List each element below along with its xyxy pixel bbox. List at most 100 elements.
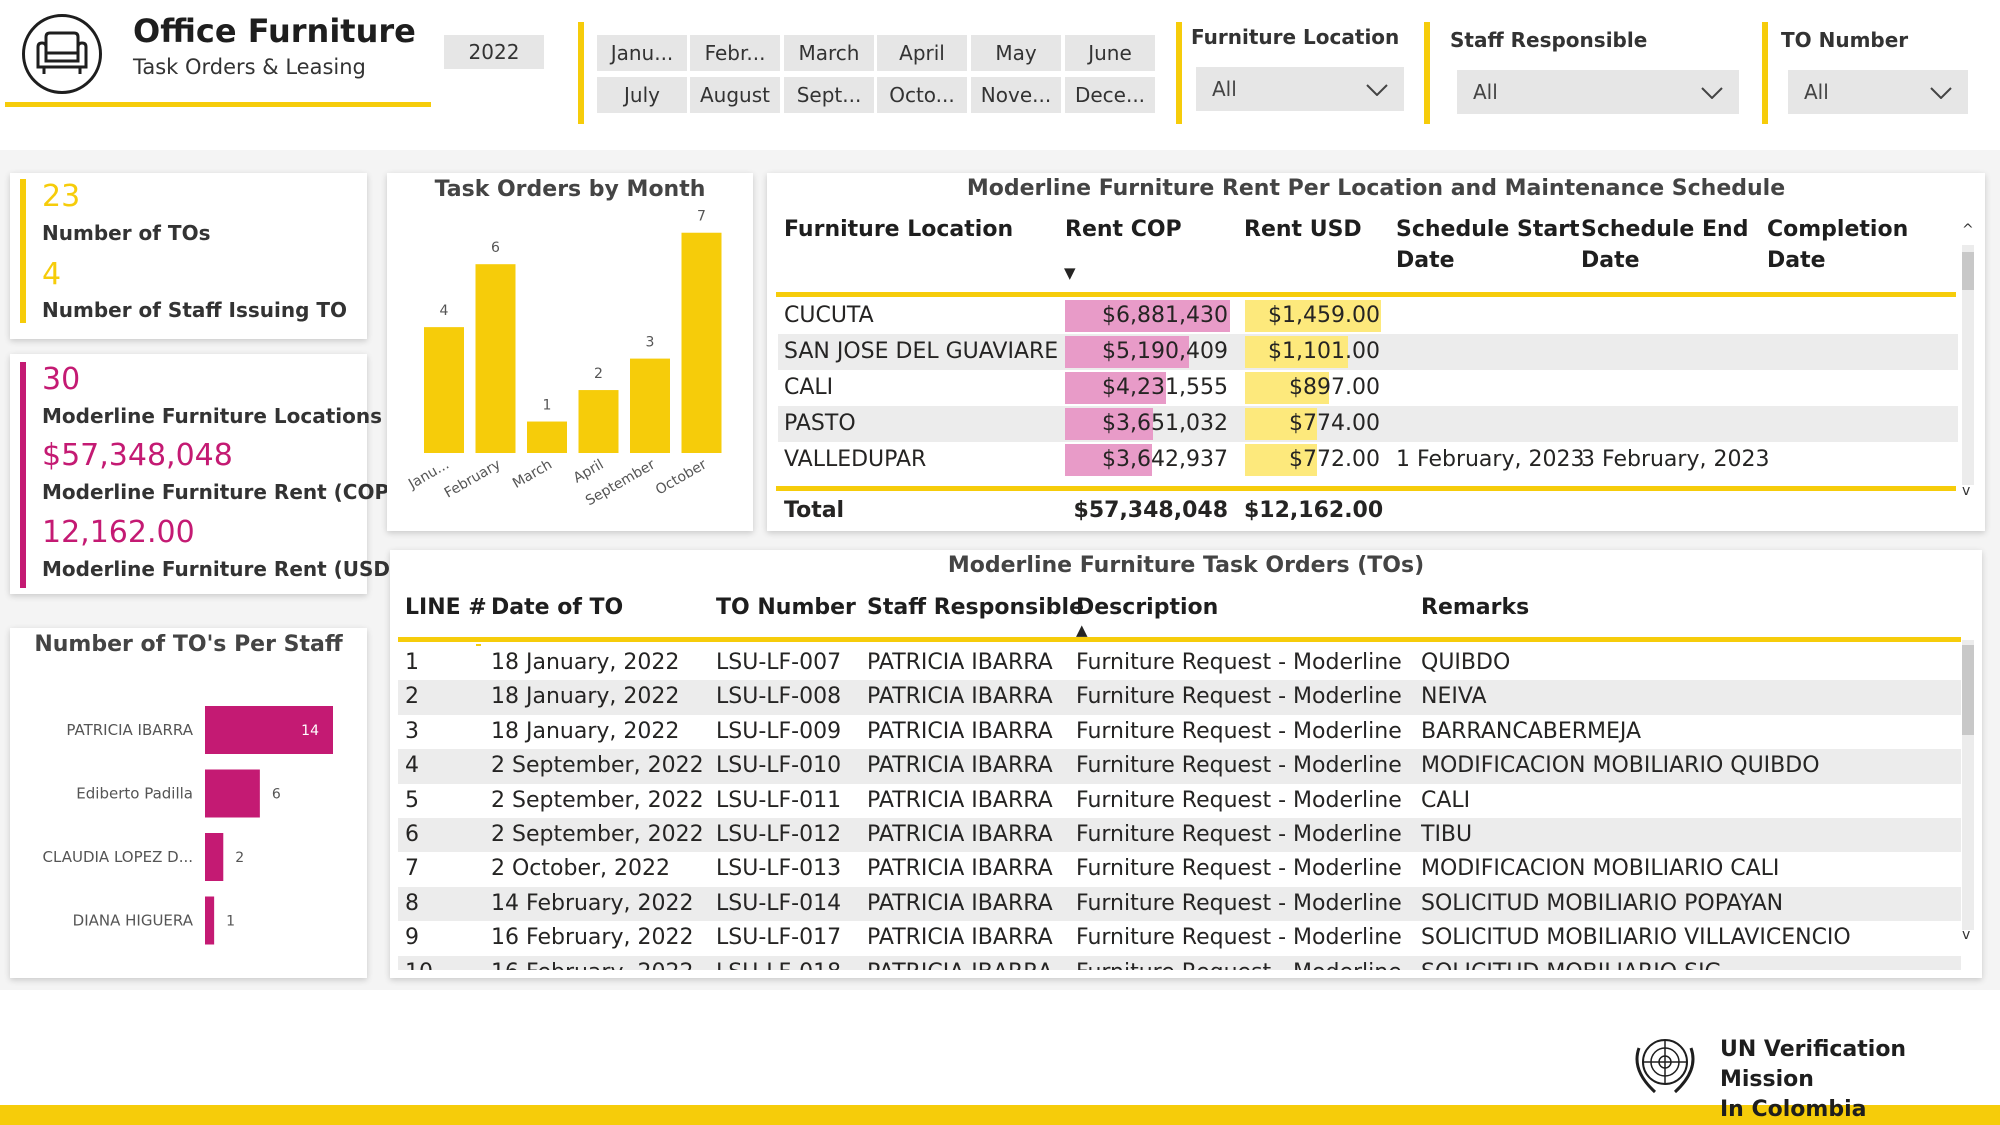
col-header-location[interactable]: Furniture Location	[784, 217, 1014, 242]
scroll-down-icon[interactable]: v	[1962, 483, 1971, 499]
data-label: 7	[697, 209, 706, 225]
table-row[interactable]	[398, 886, 1961, 922]
month-button[interactable]: June	[1065, 35, 1155, 71]
cell-schedule-start: 1 February, 2023	[1396, 447, 1585, 472]
rent-cop-bar	[1065, 300, 1230, 332]
kpi-accent-bar	[20, 362, 26, 588]
cell-staff: PATRICIA IBARRA	[867, 925, 1053, 951]
scroll-down-icon[interactable]: v	[1962, 927, 1971, 943]
bar[interactable]	[578, 390, 619, 453]
table-row[interactable]	[778, 442, 1958, 478]
kpi-num-tos-value: 23	[42, 179, 81, 214]
cell-remarks: CALI	[1421, 787, 1471, 813]
table-row[interactable]	[398, 852, 1961, 887]
rent-cop-bar	[1065, 372, 1166, 404]
table-row[interactable]	[778, 406, 1958, 442]
table-row[interactable]	[398, 714, 1961, 750]
table-row[interactable]	[398, 818, 1961, 853]
month-button[interactable]: Sept...	[784, 77, 874, 113]
cell-description: Furniture Request - Moderline	[1076, 684, 1402, 710]
month-button[interactable]: April	[877, 35, 967, 71]
table-row[interactable]	[778, 370, 1958, 406]
kpi-card-tos: 23 Number of TOs 4 Number of Staff Issui…	[10, 173, 367, 339]
bar[interactable]	[205, 769, 260, 818]
cell-description: Furniture Request - Moderline	[1076, 650, 1402, 675]
chart-title: Task Orders by Month	[434, 177, 706, 202]
bar[interactable]	[630, 358, 670, 453]
bar[interactable]	[424, 327, 464, 453]
bar[interactable]	[205, 833, 224, 881]
table-row[interactable]	[398, 783, 1961, 818]
cell-rent-usd: $897.00	[1289, 375, 1380, 400]
cell-staff: PATRICIA IBARRA	[867, 787, 1053, 813]
cell-description: Furniture Request - Moderline	[1076, 925, 1402, 951]
org-name-line1: UN Verification Mission	[1720, 1037, 1907, 1092]
col-header-description[interactable]: Description	[1076, 595, 1219, 620]
org-name: UN Verification Mission In Colombia	[1720, 1035, 2000, 1125]
header-divider	[776, 292, 1956, 297]
cell-rent-usd: $772.00	[1289, 447, 1380, 472]
month-button[interactable]: May	[971, 35, 1061, 71]
month-button[interactable]: Nove...	[971, 77, 1061, 113]
kpi-rent-usd-label: Moderline Furniture Rent (USD)	[42, 557, 400, 581]
cell-date: 18 January, 2022	[491, 684, 680, 710]
table-row[interactable]	[398, 646, 1961, 681]
table-row[interactable]	[398, 921, 1961, 956]
x-tick-label: February	[442, 457, 504, 502]
scroll-up-icon[interactable]: ^	[1962, 222, 1974, 238]
cell-description: Furniture Request - Moderline	[1076, 890, 1402, 916]
table-row[interactable]	[778, 334, 1958, 370]
col-header-date[interactable]: Date of TO	[491, 595, 624, 620]
sort-desc-icon: ▼	[1064, 264, 1076, 282]
bar[interactable]	[681, 232, 722, 453]
rent-usd-bar	[1245, 336, 1348, 368]
location-dropdown[interactable]: All	[1196, 67, 1404, 111]
year-button[interactable]: 2022	[444, 35, 544, 69]
col-header-schedule-start[interactable]: Schedule Start Date	[1396, 214, 1580, 276]
cell-location: CALI	[784, 375, 834, 400]
bar[interactable]	[205, 896, 215, 945]
rent-usd-bar	[1245, 444, 1317, 476]
cell-to-number: LSU-LF-018	[716, 956, 841, 970]
table-row[interactable]	[398, 955, 1961, 970]
table-row[interactable]	[398, 749, 1961, 784]
rent-table-scrollbar[interactable]	[1962, 245, 1974, 485]
location-filter-divider	[1176, 22, 1182, 124]
col-header-schedule-end[interactable]: Schedule End Date	[1581, 214, 1748, 276]
kpi-num-staff-value: 4	[42, 257, 62, 292]
month-button[interactable]: Febr...	[690, 35, 780, 71]
cell-description: Furniture Request - Moderline	[1076, 956, 1402, 970]
data-label: 4	[440, 303, 449, 319]
total-usd: $12,162.00	[1244, 498, 1384, 523]
bar[interactable]	[527, 421, 567, 453]
table-row[interactable]	[398, 680, 1961, 715]
month-button[interactable]: August	[690, 77, 780, 113]
col-header-rent-usd[interactable]: Rent USD	[1244, 217, 1362, 242]
cell-staff: PATRICIA IBARRA	[867, 822, 1053, 847]
col-header-completion[interactable]: Completion Date	[1767, 214, 1908, 276]
month-button[interactable]: July	[597, 77, 687, 113]
col-header-rent-cop[interactable]: Rent COP	[1065, 217, 1182, 242]
to-number-dropdown[interactable]: All	[1788, 70, 1968, 114]
task-orders-by-month-card: Task Orders by Month 4 Janu... 6 February 1 M…	[387, 173, 753, 531]
kpi-card-rent: 30 Moderline Furniture Locations $57,348…	[10, 354, 399, 594]
month-button[interactable]: Janu...	[597, 35, 687, 71]
header-line: Schedule End	[1581, 217, 1749, 242]
to-table-scroll-thumb[interactable]	[1962, 645, 1974, 735]
footer-accent-bar	[0, 1105, 2000, 1125]
month-button[interactable]: Octo...	[877, 77, 967, 113]
cell-location: CUCUTA	[784, 303, 874, 328]
staff-filter-label: Staff Responsible	[1450, 28, 1648, 52]
staff-dropdown[interactable]: All	[1457, 70, 1739, 114]
col-header-staff[interactable]: Staff Responsible	[867, 595, 1085, 620]
rent-usd-bar	[1245, 372, 1329, 404]
col-header-line[interactable]: LINE #	[405, 595, 487, 620]
bar[interactable]	[475, 264, 516, 453]
bar[interactable]	[205, 706, 333, 754]
rent-table-scroll-thumb[interactable]	[1962, 252, 1974, 290]
col-header-to-number[interactable]: TO Number	[716, 595, 856, 620]
col-header-remarks[interactable]: Remarks	[1421, 595, 1530, 620]
month-button[interactable]: March	[784, 35, 874, 71]
month-button[interactable]: Dece...	[1065, 77, 1155, 113]
cell-date: 2 September, 2022	[491, 753, 704, 779]
